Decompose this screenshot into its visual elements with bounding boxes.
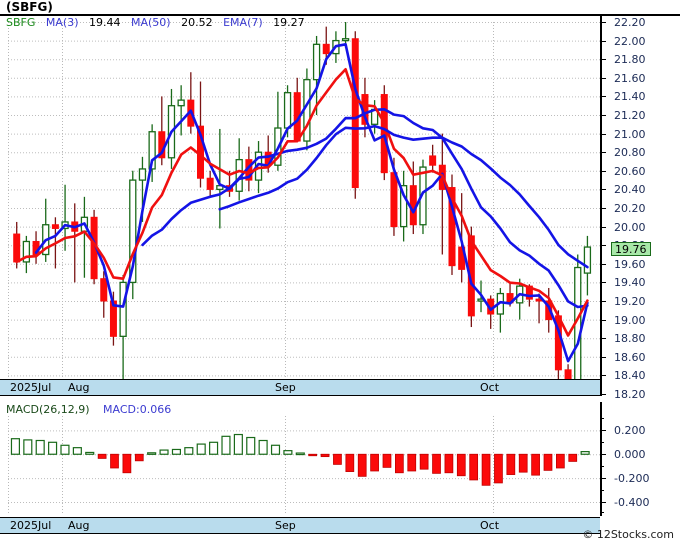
macd-tick-label: 0.200 [614, 424, 646, 438]
price-tick [600, 263, 606, 265]
price-tick-label: 20.40 [614, 183, 646, 197]
macd-tick-label: -0.200 [614, 472, 650, 486]
price-tick-label: 18.80 [614, 332, 646, 346]
macd-minor-tick [600, 490, 604, 492]
price-tick [600, 77, 606, 79]
price-tick-label: 18.60 [614, 350, 646, 364]
legend-ma3-label: MA(3) [45, 16, 79, 29]
price-tick [600, 96, 606, 98]
date-label-top: 2025Jul [10, 381, 52, 394]
price-tick [600, 356, 606, 358]
price-tick-label: 21.00 [614, 127, 646, 141]
macd-tick [600, 454, 606, 456]
ma3-line [34, 43, 589, 363]
macd-tick-label: 0.000 [614, 448, 646, 462]
date-label-top: Sep [275, 381, 296, 394]
price-tick-label: 21.20 [614, 109, 646, 122]
date-label-bottom: Oct [480, 519, 500, 532]
legend-ma3-value: 19.44 [89, 16, 121, 29]
price-tick-label: 20.80 [614, 146, 646, 160]
price-tick [600, 189, 606, 191]
legend-symbol: SBFG [6, 16, 36, 29]
macd-minor-tick [600, 466, 604, 468]
price-tick [600, 282, 606, 284]
ema7-line [15, 68, 589, 337]
price-axis-line [600, 16, 602, 396]
legend-ema7-value: 19.27 [273, 16, 305, 29]
macd-indicator-label: MACD(26,12,9) [6, 403, 90, 416]
price-y-axis: 19.76 22.20 22.00 21.80 21.60 21.40 21.20 21.0… [600, 16, 680, 400]
title-bar: (SBFG) [0, 0, 680, 15]
price-tick-label: 20.60 [614, 164, 646, 178]
price-tick [600, 394, 606, 395]
price-tick-label: 21.40 [614, 90, 646, 104]
candlestick-svg [8, 22, 600, 394]
date-axis-top: 2025Jul Aug Sep Oct [0, 379, 600, 396]
macd-minor-tick [600, 418, 604, 420]
macd-value: MACD:0.066 [103, 403, 172, 416]
page-title: (SBFG) [6, 0, 53, 14]
price-plot-area [8, 22, 600, 394]
price-tick [600, 115, 606, 116]
price-panel [0, 16, 680, 396]
price-tick [600, 133, 606, 135]
price-tick [600, 375, 606, 377]
legend-ma50-label: MA(50) [131, 16, 171, 29]
price-tick [600, 208, 606, 209]
price-legend: SBFG MA(3) 19.44 MA(50) 20.52 EMA(7) 19.… [6, 17, 312, 29]
price-tick-label: 19.20 [614, 295, 646, 308]
price-tick [600, 152, 606, 154]
price-tick-label: 19.60 [614, 257, 646, 271]
macd-tick [600, 502, 606, 504]
date-axis-bottom: 2025Jul Aug Sep Oct [0, 517, 600, 534]
legend-ma50-value: 20.52 [181, 16, 213, 29]
price-tick-label: 20.00 [614, 220, 646, 234]
price-tick-label: 20.20 [614, 202, 646, 215]
title-divider [0, 14, 680, 16]
watermark: © 12Stocks.com [582, 528, 674, 541]
price-tick [600, 226, 606, 228]
date-label-bottom: 2025Jul [10, 519, 52, 532]
macd-minor-tick [600, 442, 604, 444]
price-tick-label: 22.00 [614, 34, 646, 48]
macd-y-axis: 0.200 0.000 -0.200 -0.400 [600, 402, 680, 516]
price-tick-label: 19.00 [614, 313, 646, 327]
date-label-top: Oct [480, 381, 500, 394]
ma-long-line [218, 124, 589, 269]
macd-panel [0, 402, 680, 516]
price-tick-label: 21.60 [614, 71, 646, 85]
macd-plot-area [8, 416, 600, 514]
macd-minor-tick [600, 511, 604, 513]
price-tick [600, 245, 606, 247]
price-tick [600, 59, 606, 61]
price-tick-label: 22.20 [614, 16, 646, 29]
macd-legend: MACD(26,12,9) MACD:0.066 [6, 404, 171, 416]
ma50-line [141, 108, 589, 309]
date-label-bottom: Sep [275, 519, 296, 532]
macd-histogram-svg [8, 416, 600, 514]
price-tick [600, 338, 606, 340]
legend-ema7-label: EMA(7) [223, 16, 263, 29]
current-price-badge: 19.76 [611, 241, 651, 256]
price-tick [600, 22, 606, 23]
price-tick-label: 21.80 [614, 53, 646, 67]
macd-axis-line [600, 402, 602, 516]
price-tick-label: 18.40 [614, 369, 646, 383]
price-tick-label: 19.40 [614, 276, 646, 290]
price-tick [600, 301, 606, 302]
price-tick [600, 170, 606, 172]
price-tick [600, 319, 606, 321]
macd-tick [600, 478, 606, 480]
price-tick-label: 18.20 [614, 388, 646, 401]
date-label-top: Aug [68, 381, 90, 394]
price-tick [600, 40, 606, 42]
macd-tick [600, 430, 606, 432]
date-label-bottom: Aug [68, 519, 90, 532]
macd-tick-label: -0.400 [614, 496, 650, 510]
